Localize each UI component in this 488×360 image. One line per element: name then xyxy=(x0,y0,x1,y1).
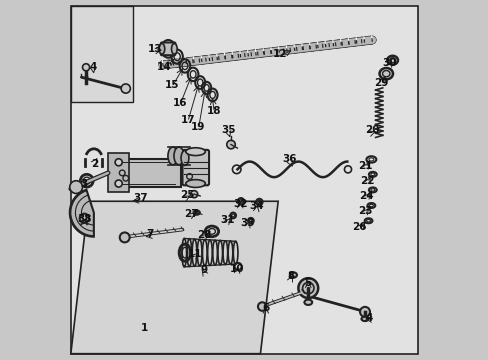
Text: 33: 33 xyxy=(240,218,255,228)
Circle shape xyxy=(70,181,82,193)
Ellipse shape xyxy=(185,148,205,156)
Ellipse shape xyxy=(167,147,178,165)
Ellipse shape xyxy=(386,56,397,65)
Circle shape xyxy=(121,84,130,93)
Text: 37: 37 xyxy=(133,193,148,203)
Text: 29: 29 xyxy=(373,77,387,87)
Text: 4: 4 xyxy=(89,62,97,72)
Text: 14: 14 xyxy=(156,62,171,72)
Text: 35: 35 xyxy=(221,125,235,135)
Circle shape xyxy=(258,302,266,311)
Text: 5: 5 xyxy=(304,278,311,288)
Text: 1: 1 xyxy=(141,323,148,333)
Circle shape xyxy=(82,64,89,71)
Polygon shape xyxy=(70,190,94,237)
Text: 28: 28 xyxy=(197,230,212,240)
Text: 16: 16 xyxy=(172,98,187,108)
Text: 26: 26 xyxy=(352,222,366,232)
Text: 25: 25 xyxy=(180,190,195,200)
Ellipse shape xyxy=(361,317,368,321)
Text: 19: 19 xyxy=(191,122,205,132)
Circle shape xyxy=(115,180,122,187)
Text: 21: 21 xyxy=(358,161,372,171)
Text: 18: 18 xyxy=(207,106,221,116)
Polygon shape xyxy=(71,6,133,102)
Text: 8: 8 xyxy=(287,271,294,282)
Text: 7: 7 xyxy=(145,229,153,239)
Text: 32: 32 xyxy=(232,199,247,209)
Polygon shape xyxy=(113,159,181,187)
Text: 36: 36 xyxy=(282,154,297,165)
Ellipse shape xyxy=(304,300,311,305)
Text: 15: 15 xyxy=(164,80,179,90)
Text: 30: 30 xyxy=(382,58,396,68)
Circle shape xyxy=(120,233,129,242)
Ellipse shape xyxy=(159,44,164,54)
Text: 11: 11 xyxy=(187,249,202,260)
Ellipse shape xyxy=(181,150,188,166)
Text: 23: 23 xyxy=(357,206,371,216)
Text: 31: 31 xyxy=(220,215,234,225)
Text: 10: 10 xyxy=(230,264,244,274)
Ellipse shape xyxy=(379,68,392,79)
Text: 2: 2 xyxy=(91,159,99,169)
Ellipse shape xyxy=(174,147,183,165)
Circle shape xyxy=(226,140,235,149)
Text: 4: 4 xyxy=(365,312,372,323)
FancyBboxPatch shape xyxy=(161,42,175,55)
Text: 9: 9 xyxy=(200,265,207,275)
Polygon shape xyxy=(71,6,417,354)
Text: 24: 24 xyxy=(359,191,373,201)
Text: 3: 3 xyxy=(80,179,87,189)
Polygon shape xyxy=(71,201,278,354)
Text: 27: 27 xyxy=(183,209,198,219)
Ellipse shape xyxy=(171,44,177,54)
Text: 13: 13 xyxy=(148,44,162,54)
Text: 20: 20 xyxy=(365,125,379,135)
Circle shape xyxy=(359,307,369,317)
Text: 6: 6 xyxy=(262,303,269,313)
Polygon shape xyxy=(108,153,129,192)
Text: 34: 34 xyxy=(249,201,264,211)
Text: 17: 17 xyxy=(180,115,195,125)
FancyBboxPatch shape xyxy=(182,150,209,185)
Circle shape xyxy=(190,191,197,198)
Ellipse shape xyxy=(289,272,296,278)
Circle shape xyxy=(115,159,122,166)
Text: 22: 22 xyxy=(360,176,374,186)
Circle shape xyxy=(298,278,318,298)
Text: 38: 38 xyxy=(77,214,91,224)
Text: 12: 12 xyxy=(272,49,286,59)
Ellipse shape xyxy=(185,180,205,188)
